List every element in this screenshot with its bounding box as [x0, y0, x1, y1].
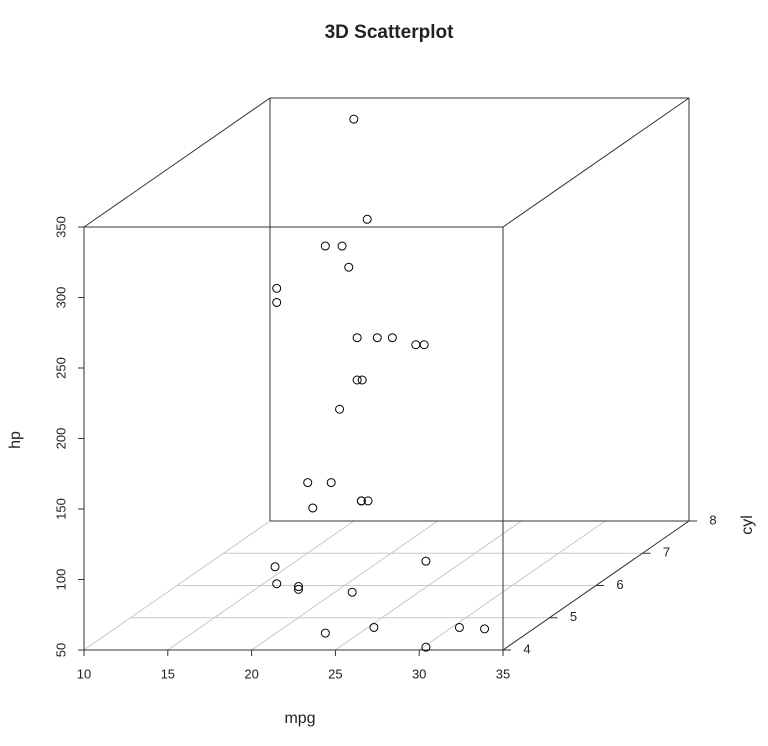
data-point — [272, 579, 282, 589]
data-point — [421, 642, 431, 652]
x-tick-label: 15 — [161, 666, 175, 681]
data-point — [352, 333, 362, 343]
data-point — [303, 478, 313, 488]
z-tick-label: 100 — [53, 569, 68, 591]
x-tick-label: 10 — [77, 666, 91, 681]
data-point — [372, 333, 382, 343]
data-point — [387, 333, 397, 343]
data-point — [294, 582, 304, 592]
y-tick-label: 5 — [570, 609, 577, 624]
data-point — [326, 478, 336, 488]
y-tick-label: 6 — [616, 577, 623, 592]
data-point — [272, 297, 282, 307]
data-point — [411, 340, 421, 350]
z-tick-label: 300 — [53, 287, 68, 309]
z-tick-label: 50 — [53, 643, 68, 657]
data-point — [357, 375, 367, 385]
y-axis-label: cyl — [739, 515, 756, 535]
x-tick-label: 25 — [328, 666, 342, 681]
y-tick-label: 4 — [523, 641, 530, 656]
data-point — [308, 503, 318, 513]
data-point — [272, 283, 282, 293]
data-point — [356, 496, 366, 506]
chart-title: 3D Scatterplot — [325, 22, 454, 43]
x-tick-label: 30 — [412, 666, 426, 681]
box-edge — [83, 97, 271, 228]
z-tick-label: 150 — [53, 498, 68, 520]
data-point — [480, 624, 490, 634]
data-point — [419, 340, 429, 350]
data-point — [454, 622, 464, 632]
y-tick-label: 8 — [709, 512, 716, 527]
data-point — [335, 404, 345, 414]
data-point — [363, 496, 373, 506]
data-point — [349, 114, 359, 124]
box-edge — [502, 97, 690, 228]
data-point — [347, 587, 357, 597]
data-point — [270, 562, 280, 572]
z-tick-label: 250 — [53, 357, 68, 379]
data-point — [362, 214, 372, 224]
x-tick-label: 20 — [244, 666, 258, 681]
x-axis-label: mpg — [284, 710, 315, 727]
data-point — [369, 622, 379, 632]
data-point — [344, 262, 354, 272]
y-tick-label: 7 — [663, 545, 670, 560]
z-tick-label: 350 — [53, 216, 68, 238]
z-tick-label: 200 — [53, 428, 68, 450]
data-point — [352, 375, 362, 385]
z-axis-label: hp — [7, 431, 24, 449]
data-point — [294, 584, 304, 594]
x-tick-label: 35 — [496, 666, 510, 681]
data-point — [337, 241, 347, 251]
data-point — [421, 556, 431, 566]
data-point — [320, 628, 330, 638]
data-point — [320, 241, 330, 251]
